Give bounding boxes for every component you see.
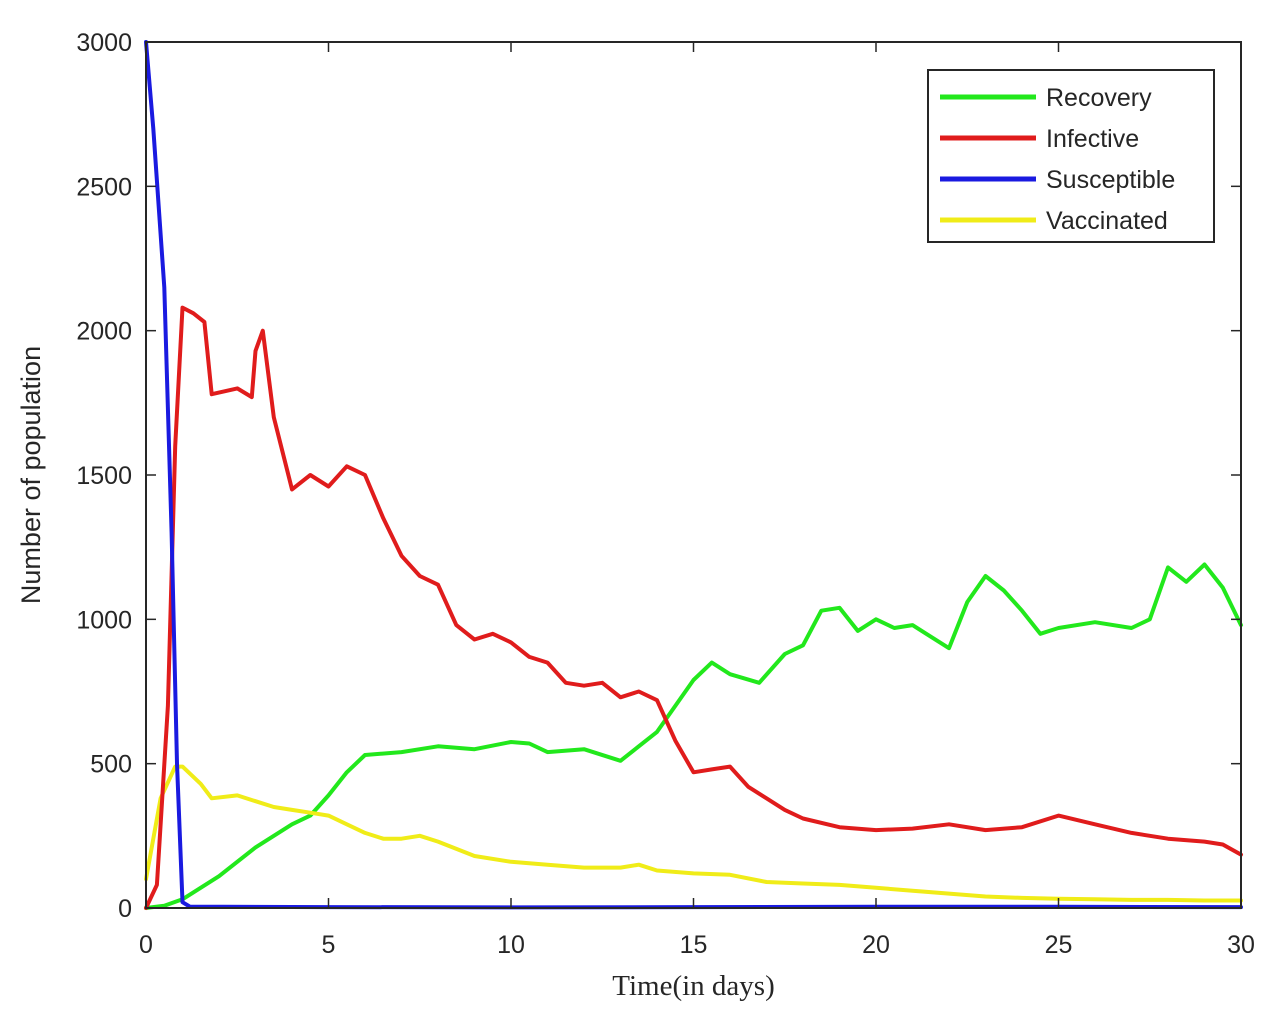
y-tick-label: 500	[90, 751, 132, 779]
x-axis-label: Time(in days)	[612, 970, 774, 1002]
y-tick-label: 0	[118, 895, 132, 923]
y-tick-label: 1000	[76, 606, 132, 634]
y-axis-label: Number of population	[16, 346, 46, 604]
x-tick-label: 25	[1045, 931, 1073, 959]
x-tick-label: 5	[322, 931, 336, 959]
x-tick-label: 15	[680, 931, 708, 959]
x-tick-label: 20	[862, 931, 890, 959]
x-tick-label: 10	[497, 931, 525, 959]
y-tick-label: 1500	[76, 462, 132, 490]
x-tick-label: 0	[139, 931, 153, 959]
y-tick-label: 3000	[76, 29, 132, 57]
series-line-recovery	[144, 562, 1243, 910]
y-tick-label: 2500	[76, 173, 132, 201]
series-line-vaccinated	[144, 764, 1243, 903]
series-line-infective	[144, 305, 1243, 910]
legend: Recovery Infective Susceptible Vaccinated	[927, 69, 1215, 243]
y-tick-label: 2000	[76, 318, 132, 346]
legend-label-vaccinated: Vaccinated	[1046, 207, 1168, 235]
legend-label-susceptible: Susceptible	[1046, 166, 1175, 194]
legend-label-recovery: Recovery	[1046, 84, 1152, 112]
y-axis-ticks: 0 500 1000 1500 2000 2500 3000	[76, 29, 1241, 923]
x-tick-label: 30	[1227, 931, 1255, 959]
legend-label-infective: Infective	[1046, 125, 1139, 153]
x-axis-ticks: 0 5 10 15 20 25 30	[139, 42, 1255, 959]
